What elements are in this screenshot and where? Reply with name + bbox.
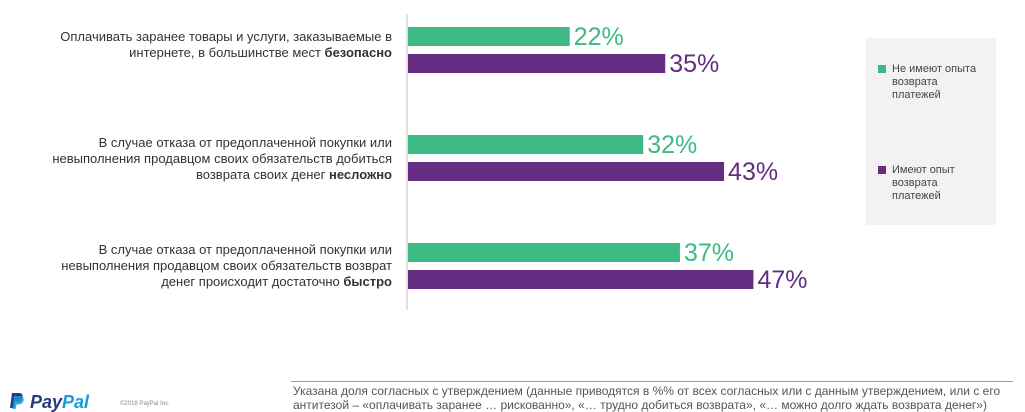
bar-no-experience-3: [408, 243, 680, 262]
category-label-1: Оплачивать заранее товары и услуги, зака…: [60, 29, 392, 60]
footnote-divider: [291, 381, 1013, 382]
bar-has-experience-3: [408, 270, 754, 289]
legend-label: Имеют опыт возврата платежей: [892, 164, 955, 202]
chart-legend: Не имеют опыта возврата платежей Имеют о…: [866, 38, 996, 225]
legend-swatch-green: [878, 65, 886, 73]
legend-item-has-experience: Имеют опыт возврата платежей: [878, 164, 988, 203]
data-label-no-experience-3: 37%: [684, 239, 734, 267]
paypal-logo: PayPal: [30, 392, 90, 412]
copyright-text: ©2018 PayPal Inc.: [120, 401, 170, 407]
bar-no-experience-1: [408, 27, 570, 46]
legend-swatch-purple: [878, 166, 886, 174]
legend-label: Не имеют опыта возврата платежей: [892, 63, 977, 101]
category-label-2: В случае отказа от предоплаченной покупк…: [52, 135, 392, 182]
data-label-no-experience-2: 32%: [647, 131, 697, 159]
data-label-has-experience-1: 35%: [669, 50, 719, 78]
bar-no-experience-2: [408, 135, 644, 154]
data-label-no-experience-1: 22%: [574, 23, 624, 51]
bar-has-experience-2: [408, 162, 725, 181]
footnote-text: Указана доля согласных с утверждением (д…: [293, 384, 1001, 412]
paypal-logo-icon: [10, 393, 24, 409]
data-label-has-experience-3: 47%: [757, 266, 807, 294]
category-label-3: В случае отказа от предоплаченной покупк…: [61, 242, 392, 289]
legend-item-no-experience: Не имеют опыта возврата платежей: [878, 63, 988, 102]
bar-has-experience-1: [408, 54, 666, 73]
data-label-has-experience-2: 43%: [728, 158, 778, 186]
